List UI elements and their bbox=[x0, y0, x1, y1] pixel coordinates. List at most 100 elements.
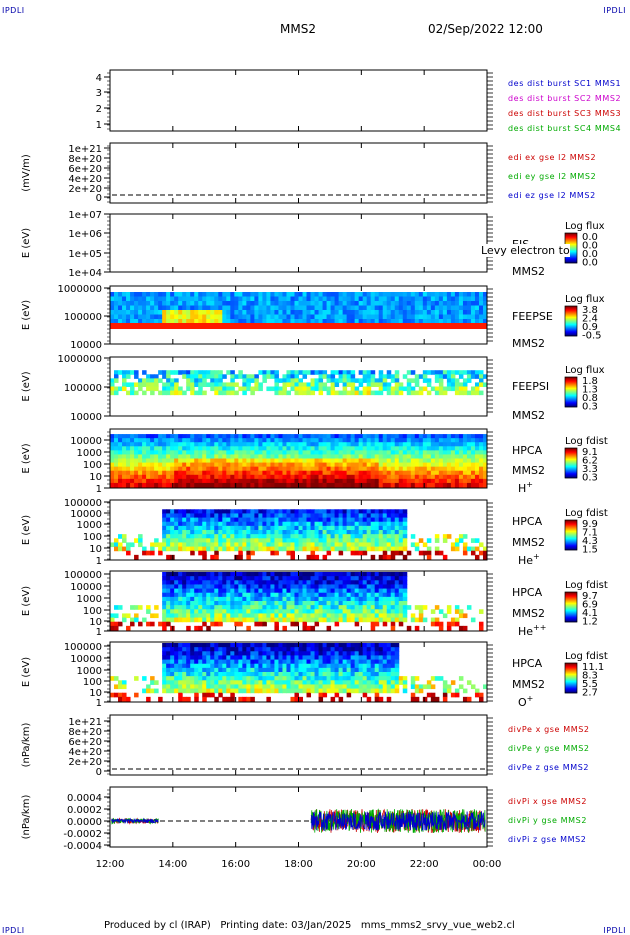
spectrogram-cell bbox=[114, 378, 119, 383]
spectrogram-cell bbox=[250, 391, 255, 396]
spectrogram-cell bbox=[423, 605, 428, 610]
spectrogram-cell bbox=[319, 467, 324, 472]
spectrogram-cell bbox=[246, 605, 251, 610]
spectrogram-cell bbox=[178, 483, 183, 488]
spectrogram-cell bbox=[327, 446, 332, 451]
spectrogram-cell bbox=[331, 479, 336, 484]
spectrogram-cell bbox=[174, 450, 179, 455]
spectrogram-cell bbox=[254, 315, 259, 320]
spectrogram-cell bbox=[258, 542, 263, 547]
spectrogram-cell bbox=[138, 454, 143, 459]
spectrogram-cell bbox=[218, 450, 223, 455]
spectrogram-cell bbox=[299, 378, 304, 383]
spectrogram-cell bbox=[194, 542, 199, 547]
spectrogram-cell bbox=[282, 597, 287, 602]
spectrogram-cell bbox=[427, 370, 432, 375]
spectrogram-cell bbox=[327, 530, 332, 535]
spectrogram-cell bbox=[210, 589, 215, 594]
spectrogram-cell bbox=[130, 479, 135, 484]
spectrogram-cell bbox=[282, 668, 287, 673]
spectrogram-cell bbox=[262, 534, 267, 539]
spectrogram-cell bbox=[134, 618, 139, 623]
spectrogram-cell bbox=[166, 459, 171, 464]
spectrogram-cell bbox=[162, 526, 167, 531]
spectrogram-cell bbox=[126, 292, 131, 297]
spectrogram-cell bbox=[319, 483, 324, 488]
spectrogram-cell bbox=[319, 605, 324, 610]
spectrogram-cell bbox=[122, 306, 127, 311]
instrument-spacecraft: MMS2 bbox=[512, 607, 545, 620]
spectrogram-cell bbox=[178, 522, 183, 527]
spectrogram-cell bbox=[319, 438, 324, 443]
spectrogram-cell bbox=[250, 593, 255, 598]
spectrogram-cell bbox=[347, 613, 352, 618]
spectrogram-cell bbox=[359, 589, 364, 594]
spectrogram-cell bbox=[343, 306, 348, 311]
spectrogram-cell bbox=[166, 643, 171, 648]
spectrogram-cell bbox=[427, 483, 432, 488]
spectrogram-cell bbox=[246, 601, 251, 606]
spectrogram-cell bbox=[210, 513, 215, 518]
spectrogram-cell bbox=[351, 370, 356, 375]
spectrogram-cell bbox=[327, 459, 332, 464]
spectrogram-cell bbox=[475, 475, 480, 480]
spectrogram-cell bbox=[238, 580, 243, 585]
spectrogram-cell bbox=[379, 576, 384, 581]
spectrogram-cell bbox=[214, 660, 219, 665]
instrument-name: FEEPSE bbox=[512, 310, 553, 323]
spectrogram-cell bbox=[162, 572, 167, 577]
spectrogram-cell bbox=[218, 382, 223, 387]
spectrogram-cell bbox=[114, 292, 119, 297]
spectrogram-cell bbox=[367, 534, 372, 539]
spectrogram-cell bbox=[383, 589, 388, 594]
spectrogram-cell bbox=[395, 391, 400, 396]
spectrogram-cell bbox=[395, 509, 400, 514]
spectrogram-cell bbox=[278, 526, 283, 531]
spectrogram-cell bbox=[186, 530, 191, 535]
spectrogram-cell bbox=[278, 306, 283, 311]
spectrogram-cell bbox=[238, 664, 243, 669]
spectrogram-cell bbox=[282, 301, 287, 306]
spectrogram-cell bbox=[327, 538, 332, 543]
spectrogram-cell bbox=[387, 475, 392, 480]
spectrogram-cell bbox=[274, 509, 279, 514]
spectrogram-cell bbox=[134, 676, 139, 681]
spectrogram-cell bbox=[226, 697, 231, 702]
spectrogram-cell bbox=[290, 438, 295, 443]
spectrogram-cell bbox=[238, 526, 243, 531]
spectrogram-cell bbox=[282, 292, 287, 297]
spectrogram-cell bbox=[150, 319, 155, 324]
spectrogram-cell bbox=[391, 315, 396, 320]
spectrogram-cell bbox=[387, 315, 392, 320]
spectrogram-cell bbox=[150, 483, 155, 488]
spectrogram-cell bbox=[299, 475, 304, 480]
spectrogram-cell bbox=[282, 518, 287, 523]
spectrogram-cell bbox=[186, 664, 191, 669]
spectrogram-cell bbox=[182, 434, 187, 439]
spectrogram-cell bbox=[194, 609, 199, 614]
spectrogram-cell bbox=[202, 509, 207, 514]
spectrogram-cell bbox=[323, 589, 328, 594]
spectrogram-cell bbox=[347, 584, 352, 589]
spectrogram-cell bbox=[122, 382, 127, 387]
spectrogram-cell bbox=[162, 580, 167, 585]
spectrogram-cell bbox=[162, 613, 167, 618]
spectrogram-cell bbox=[194, 697, 199, 702]
spectrogram-cell bbox=[154, 306, 159, 311]
spectrogram-cell bbox=[447, 315, 452, 320]
spectrogram-cell bbox=[459, 297, 464, 302]
spectrogram-cell bbox=[166, 374, 171, 379]
spectrogram-cell bbox=[371, 471, 376, 476]
spectrogram-cell bbox=[226, 459, 231, 464]
spectrogram-cell bbox=[455, 622, 460, 627]
spectrogram-cell bbox=[451, 301, 456, 306]
spectrogram-cell bbox=[419, 297, 424, 302]
legend-entry: des dist burst SC1 MMS1 bbox=[508, 79, 621, 88]
spectrogram-cell bbox=[319, 572, 324, 577]
spectrogram-cell bbox=[435, 319, 440, 324]
spectrogram-cell bbox=[299, 459, 304, 464]
spectrogram-cell bbox=[202, 693, 207, 698]
y-tick-label: 3 bbox=[96, 88, 102, 99]
spectrogram-cell bbox=[447, 306, 452, 311]
spectrogram-cell bbox=[246, 572, 251, 577]
